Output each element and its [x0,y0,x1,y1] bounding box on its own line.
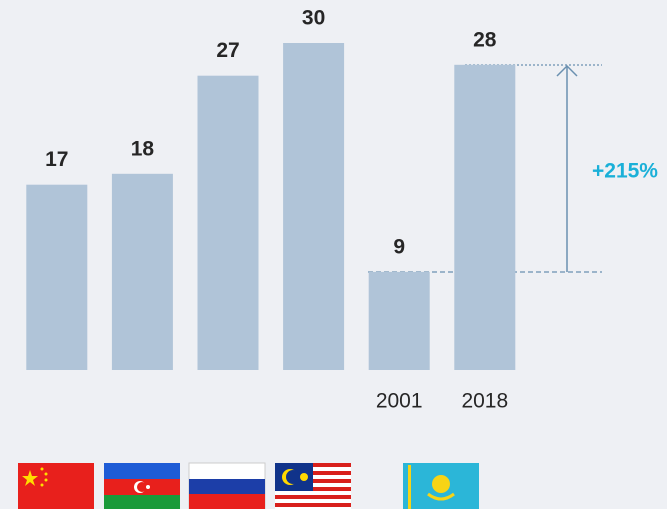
flag-malaysia [275,463,351,509]
flag-azerbaijan [104,463,180,509]
value-label: 28 [473,28,497,51]
arrow-head [556,64,578,77]
bar [454,64,516,371]
value-label: 27 [216,39,239,62]
bar [283,43,345,370]
x-tick-label: 2001 [376,390,423,413]
flag-russia [188,462,266,509]
value-label: 9 [393,235,405,258]
value-label: 18 [131,137,155,160]
annotation: +215% [592,160,658,183]
x-tick-label: 2018 [461,390,508,413]
flag-kazakhstan [403,463,479,509]
bar [111,173,173,370]
value-label: 17 [45,148,68,171]
bar [26,184,88,370]
flag-china [18,463,94,509]
bar [197,75,259,370]
value-label: 30 [302,7,325,30]
bar [368,271,430,370]
